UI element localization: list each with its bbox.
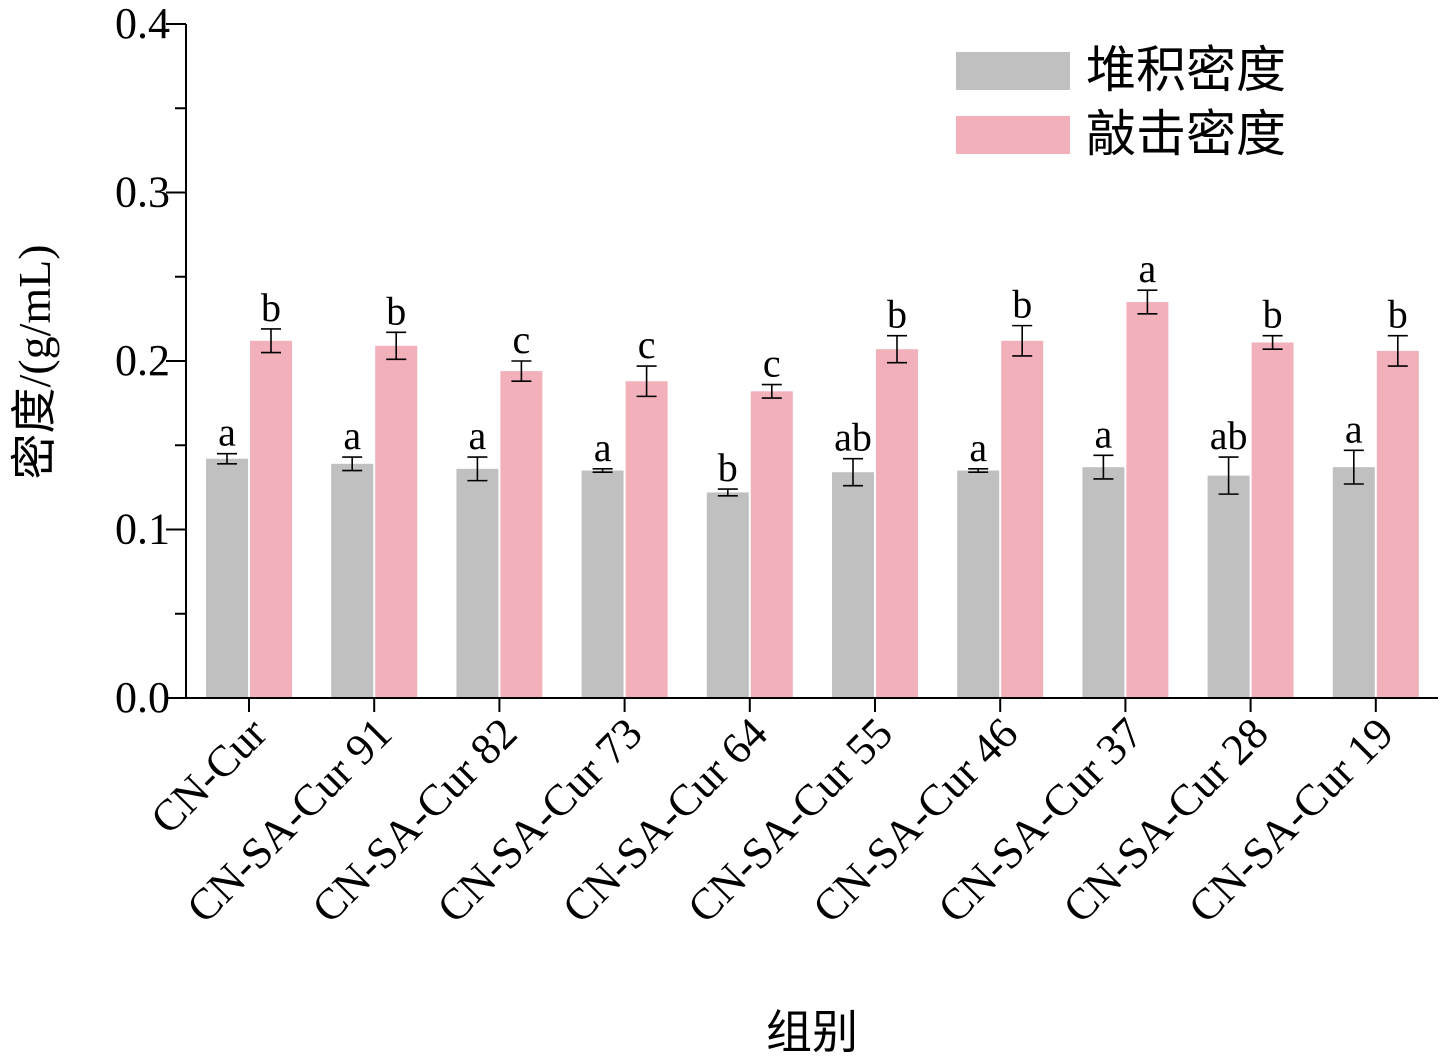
- significance-label-series0-cat4: b: [718, 445, 738, 490]
- significance-label-series0-cat6: a: [969, 425, 987, 470]
- error-bar-series1-cat3: [636, 365, 657, 398]
- significance-label-series1-cat2: c: [513, 317, 531, 362]
- significance-label-series0-cat5: ab: [834, 415, 872, 460]
- bar-series1-cat5: [876, 349, 918, 698]
- error-bars-layer: [217, 289, 1408, 497]
- y-tick-label: 0.2: [115, 336, 170, 385]
- bar-series0-cat0: [206, 458, 248, 698]
- error-bar-series1-cat2: [511, 360, 532, 383]
- error-bar-series0-cat0: [217, 452, 237, 465]
- bar-series0-cat2: [456, 468, 499, 698]
- error-bar-series0-cat8: [1218, 456, 1239, 495]
- bar-series0-cat9: [1332, 467, 1375, 698]
- bar-series1-cat7: [1126, 302, 1169, 698]
- y-tick-label: 0.4: [115, 0, 170, 48]
- significance-label-series0-cat0: a: [218, 410, 236, 455]
- error-bar-series1-cat7: [1137, 289, 1158, 315]
- significance-label-series0-cat9: a: [1345, 406, 1363, 451]
- significance-label-series0-cat7: a: [1095, 411, 1113, 456]
- legend-swatch-0: [956, 52, 1070, 90]
- bar-series0-cat6: [957, 470, 1000, 698]
- bar-series0-cat3: [581, 470, 624, 698]
- significance-label-series0-cat3: a: [594, 425, 612, 470]
- error-bar-series1-cat0: [261, 328, 281, 354]
- significance-label-series1-cat5: b: [887, 292, 907, 337]
- y-ticks: 0.0 0.1 0.2 0.3 0.4: [115, 0, 186, 722]
- significance-label-series1-cat0: b: [261, 285, 281, 330]
- significance-label-series1-cat6: b: [1012, 282, 1032, 327]
- significance-label-series1-cat4: c: [763, 341, 781, 386]
- bar-series0-cat5: [832, 472, 874, 698]
- significance-label-series1-cat3: c: [638, 322, 656, 367]
- error-bar-series1-cat1: [386, 331, 407, 361]
- error-bar-series1-cat4: [761, 383, 782, 399]
- bar-series1-cat8: [1251, 342, 1294, 698]
- error-bar-series1-cat9: [1387, 334, 1408, 367]
- x-axis-title: 组别: [766, 1007, 858, 1058]
- significance-label-series1-cat8: b: [1263, 292, 1283, 337]
- error-bar-series1-cat8: [1262, 334, 1283, 351]
- significance-label-series1-cat9: b: [1388, 292, 1408, 337]
- error-bar-series0-cat1: [342, 456, 363, 472]
- bar-series0-cat7: [1082, 467, 1125, 698]
- error-bar-series0-cat4: [717, 488, 738, 497]
- bar-series1-cat4: [750, 391, 793, 698]
- bar-series0-cat8: [1207, 475, 1250, 698]
- y-tick-label: 0.0: [115, 673, 170, 722]
- legend-label-1: 敲击密度: [1086, 106, 1286, 162]
- error-bar-series0-cat6: [968, 468, 989, 474]
- error-bar-series1-cat5: [887, 334, 907, 364]
- legend-swatch-1: [956, 116, 1070, 154]
- y-tick-label: 0.3: [115, 168, 170, 217]
- bar-series1-cat6: [1001, 340, 1044, 698]
- error-bar-series0-cat7: [1093, 454, 1114, 480]
- significance-label-series0-cat1: a: [343, 413, 361, 458]
- significance-label-series1-cat1: b: [386, 288, 406, 333]
- error-bar-series0-cat3: [592, 468, 613, 474]
- bar-series1-cat9: [1376, 350, 1419, 698]
- bar-series1-cat1: [375, 345, 418, 698]
- y-tick-label: 0.1: [115, 505, 170, 554]
- error-bar-series0-cat9: [1343, 449, 1364, 485]
- significance-label-series0-cat8: ab: [1210, 413, 1248, 458]
- bars-layer: [206, 302, 1419, 698]
- error-bar-series0-cat5: [843, 457, 863, 487]
- bar-series1-cat0: [250, 340, 292, 698]
- error-bar-series1-cat6: [1012, 324, 1033, 357]
- bar-series0-cat1: [331, 463, 374, 698]
- significance-label-series0-cat2: a: [469, 413, 487, 458]
- y-axis-title: 密度/(g/mL): [9, 244, 60, 479]
- significance-label-series1-cat7: a: [1139, 246, 1157, 291]
- error-bar-series0-cat2: [467, 456, 488, 482]
- bar-series1-cat3: [625, 381, 668, 698]
- bar-series1-cat2: [500, 371, 543, 698]
- legend-label-0: 堆积密度: [1086, 42, 1286, 98]
- bar-series0-cat4: [706, 492, 749, 698]
